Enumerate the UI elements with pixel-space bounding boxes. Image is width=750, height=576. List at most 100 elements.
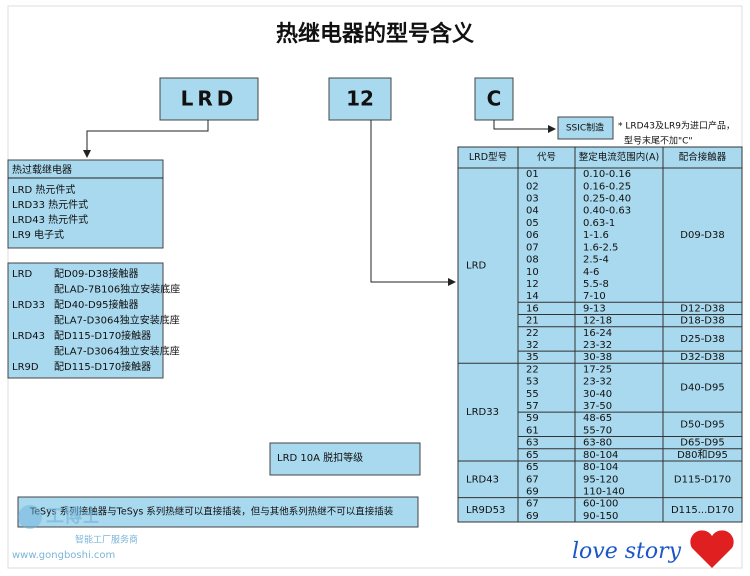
range-cell: 63-80	[583, 438, 612, 449]
note: 型号末尾不加"C"	[624, 135, 693, 147]
fit-model: LRD43	[12, 331, 45, 342]
table-bg	[457, 146, 743, 523]
code-cell: 06	[526, 230, 539, 241]
range-cell: 48-65	[583, 413, 612, 424]
code-cell: 57	[526, 401, 539, 412]
contactor-cell: D115...D170	[671, 505, 734, 516]
code-cell: 69	[526, 486, 539, 497]
table-header: 代号	[537, 152, 556, 163]
code-cell: 22	[526, 364, 539, 375]
arrow	[83, 120, 209, 158]
model-cell: LR9D53	[466, 505, 505, 516]
code-box	[474, 77, 514, 121]
fit-model: LRD	[12, 269, 33, 280]
code-cell: 35	[526, 352, 539, 363]
code-cell: 16	[526, 303, 539, 314]
range-cell: 12-18	[583, 316, 612, 327]
code-cell: 65	[526, 450, 539, 461]
range-cell: 110-140	[583, 486, 625, 497]
contactor-cell: D50-D95	[680, 419, 724, 430]
slogan: 智能工厂服务商	[75, 534, 138, 546]
code-text: 12	[346, 87, 374, 111]
note-box	[17, 496, 419, 528]
code-cell: 22	[526, 328, 539, 339]
relay-header: 热过载继电器	[12, 163, 72, 176]
range-cell: 90-150	[583, 511, 618, 522]
range-cell: 37-50	[583, 401, 612, 412]
arrow	[493, 120, 556, 133]
range-cell: 0.16-0.25	[583, 181, 631, 192]
relay-item: LRD33 热元件式	[12, 198, 88, 211]
signature: love story	[572, 539, 682, 564]
range-cell: 1-1.6	[583, 230, 609, 241]
contactor-cell: D80和D95	[677, 449, 728, 461]
range-cell: 0.40-0.63	[583, 206, 631, 217]
code-cell: 32	[526, 340, 539, 351]
note: * LRD43及LR9为进口产品，	[618, 120, 735, 132]
fit-model: LRD33	[12, 300, 45, 311]
range-cell: 5.5-8	[583, 279, 609, 290]
contactor-cell: D25-D38	[680, 334, 724, 345]
trip-text: LRD 10A 脱扣等级	[277, 451, 363, 464]
arrow	[370, 120, 456, 286]
table-header: 整定电流范围内(A)	[579, 151, 659, 163]
fit-line: 配LA7-D3064独立安装底座	[54, 314, 180, 327]
code-cell: 63	[526, 438, 539, 449]
model-cell: LRD	[466, 261, 487, 272]
logo	[18, 505, 42, 529]
code-cell: 07	[526, 242, 539, 253]
fit-model: LR9D	[12, 362, 39, 373]
code-cell: 65	[526, 462, 539, 473]
code-cell: 03	[526, 194, 539, 205]
ssic-box	[557, 116, 614, 140]
fit-line: 配D115-D170接触器	[54, 360, 151, 373]
range-cell: 7-10	[583, 291, 606, 302]
range-cell: 55-70	[583, 425, 612, 436]
range-cell: 0.63-1	[583, 218, 615, 229]
code-cell: 14	[526, 291, 539, 302]
range-cell: 23-32	[583, 377, 612, 388]
code-cell: 55	[526, 389, 539, 400]
url: www.gongboshi.com	[12, 550, 115, 561]
code-cell: 08	[526, 255, 539, 266]
range-cell: 17-25	[583, 364, 612, 375]
title: 热继电器的型号含义	[276, 21, 474, 47]
range-cell: 95-120	[583, 474, 618, 485]
code-box	[328, 77, 392, 121]
relay-item: LR9 电子式	[12, 228, 64, 241]
contactor-cell: D18-D38	[680, 316, 724, 327]
range-cell: 23-32	[583, 340, 612, 351]
contactor-cell: D32-D38	[680, 352, 724, 363]
fit-line: 配LA7-D3064独立安装底座	[54, 345, 180, 358]
code-cell: 69	[526, 511, 539, 522]
relay-box	[7, 159, 164, 249]
range-cell: 30-38	[583, 352, 612, 363]
fit-line: 配D115-D170接触器	[54, 329, 151, 342]
code-cell: 05	[526, 218, 539, 229]
code-box	[159, 77, 259, 121]
range-cell: 4-6	[583, 267, 599, 278]
code-cell: 10	[526, 267, 539, 278]
range-cell: 2.5-4	[583, 255, 609, 266]
code-cell: 53	[526, 377, 539, 388]
contactor-cell: D115-D170	[674, 474, 731, 485]
code-cell: 61	[526, 425, 539, 436]
contactor-cell: D12-D38	[680, 303, 724, 314]
brand: 工博士	[46, 505, 100, 527]
range-cell: 80-104	[583, 462, 618, 473]
code-cell: 59	[526, 413, 539, 424]
trip-box	[269, 442, 421, 476]
ssic-text: SSIC制造	[566, 122, 604, 134]
contactor-cell: D09-D38	[680, 230, 724, 241]
code-cell: 01	[526, 169, 539, 180]
relay-item: LRD 热元件式	[12, 183, 75, 196]
bottom-note: TeSys 系列接触器与TeSys 系列热继可以直接插装，但与其他系列热继不可以…	[29, 506, 394, 518]
table-header: 配合接触器	[679, 151, 727, 163]
code-cell: 02	[526, 181, 539, 192]
range-cell: 16-24	[583, 328, 612, 339]
range-cell: 0.10-0.16	[583, 169, 631, 180]
range-cell: 30-40	[583, 389, 612, 400]
code-cell: 04	[526, 206, 539, 217]
fit-line: 配LAD-7B106独立安装底座	[54, 283, 180, 296]
